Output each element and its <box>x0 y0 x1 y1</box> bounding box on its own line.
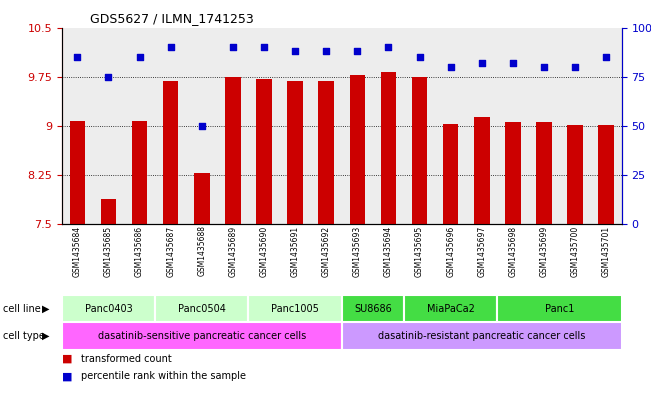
Bar <box>529 28 559 224</box>
Text: percentile rank within the sample: percentile rank within the sample <box>81 371 246 381</box>
Text: GDS5627 / ILMN_1741253: GDS5627 / ILMN_1741253 <box>90 12 254 25</box>
Bar <box>279 28 311 224</box>
Bar <box>342 322 622 350</box>
Bar <box>194 173 210 224</box>
Bar <box>93 28 124 224</box>
Point <box>321 48 331 54</box>
Bar <box>598 125 614 224</box>
Bar <box>567 125 583 224</box>
Point <box>570 64 580 70</box>
Text: MiaPaCa2: MiaPaCa2 <box>426 303 475 314</box>
Bar <box>62 28 93 224</box>
Bar <box>536 122 551 224</box>
Bar <box>411 77 427 224</box>
Text: ▶: ▶ <box>42 331 49 341</box>
Bar <box>342 295 404 322</box>
Bar <box>287 81 303 224</box>
Text: dasatinib-resistant pancreatic cancer cells: dasatinib-resistant pancreatic cancer ce… <box>378 331 585 341</box>
Bar <box>311 28 342 224</box>
Bar <box>186 28 217 224</box>
Point <box>383 44 394 50</box>
Bar <box>497 295 622 322</box>
Bar <box>381 72 396 224</box>
Point <box>228 44 238 50</box>
Bar <box>505 122 521 224</box>
Bar <box>350 75 365 224</box>
Point <box>104 73 114 80</box>
Bar <box>70 121 85 224</box>
Text: cell line: cell line <box>3 303 41 314</box>
Bar <box>404 295 497 322</box>
Bar <box>217 28 249 224</box>
Bar <box>342 28 373 224</box>
Point <box>197 123 207 129</box>
Bar <box>124 28 155 224</box>
Bar <box>163 81 178 224</box>
Bar <box>225 77 241 224</box>
Bar <box>435 28 466 224</box>
Bar <box>101 199 117 224</box>
Text: ■: ■ <box>62 371 72 381</box>
Bar <box>443 124 458 224</box>
Text: dasatinib-sensitive pancreatic cancer cells: dasatinib-sensitive pancreatic cancer ce… <box>98 331 306 341</box>
Text: transformed count: transformed count <box>81 354 172 364</box>
Bar <box>497 28 529 224</box>
Point <box>259 44 270 50</box>
Bar <box>62 322 342 350</box>
Text: Panc0403: Panc0403 <box>85 303 132 314</box>
Point <box>477 60 487 66</box>
Bar <box>318 81 334 224</box>
Bar <box>155 28 186 224</box>
Bar <box>373 28 404 224</box>
Bar <box>256 79 271 224</box>
Text: SU8686: SU8686 <box>354 303 392 314</box>
Point <box>539 64 549 70</box>
Bar <box>404 28 435 224</box>
Point <box>134 54 145 60</box>
Text: cell type: cell type <box>3 331 45 341</box>
Point <box>445 64 456 70</box>
Point <box>72 54 83 60</box>
Bar <box>155 295 249 322</box>
Bar <box>590 28 622 224</box>
Bar <box>559 28 590 224</box>
Bar <box>62 295 155 322</box>
Text: ▶: ▶ <box>42 303 49 314</box>
Bar <box>474 117 490 224</box>
Bar <box>132 121 147 224</box>
Point <box>290 48 300 54</box>
Text: Panc0504: Panc0504 <box>178 303 226 314</box>
Point <box>601 54 611 60</box>
Point <box>414 54 424 60</box>
Bar <box>466 28 497 224</box>
Point <box>165 44 176 50</box>
Text: Panc1: Panc1 <box>545 303 574 314</box>
Point <box>508 60 518 66</box>
Text: Panc1005: Panc1005 <box>271 303 319 314</box>
Bar <box>249 295 342 322</box>
Text: ■: ■ <box>62 354 72 364</box>
Point <box>352 48 363 54</box>
Bar <box>249 28 279 224</box>
